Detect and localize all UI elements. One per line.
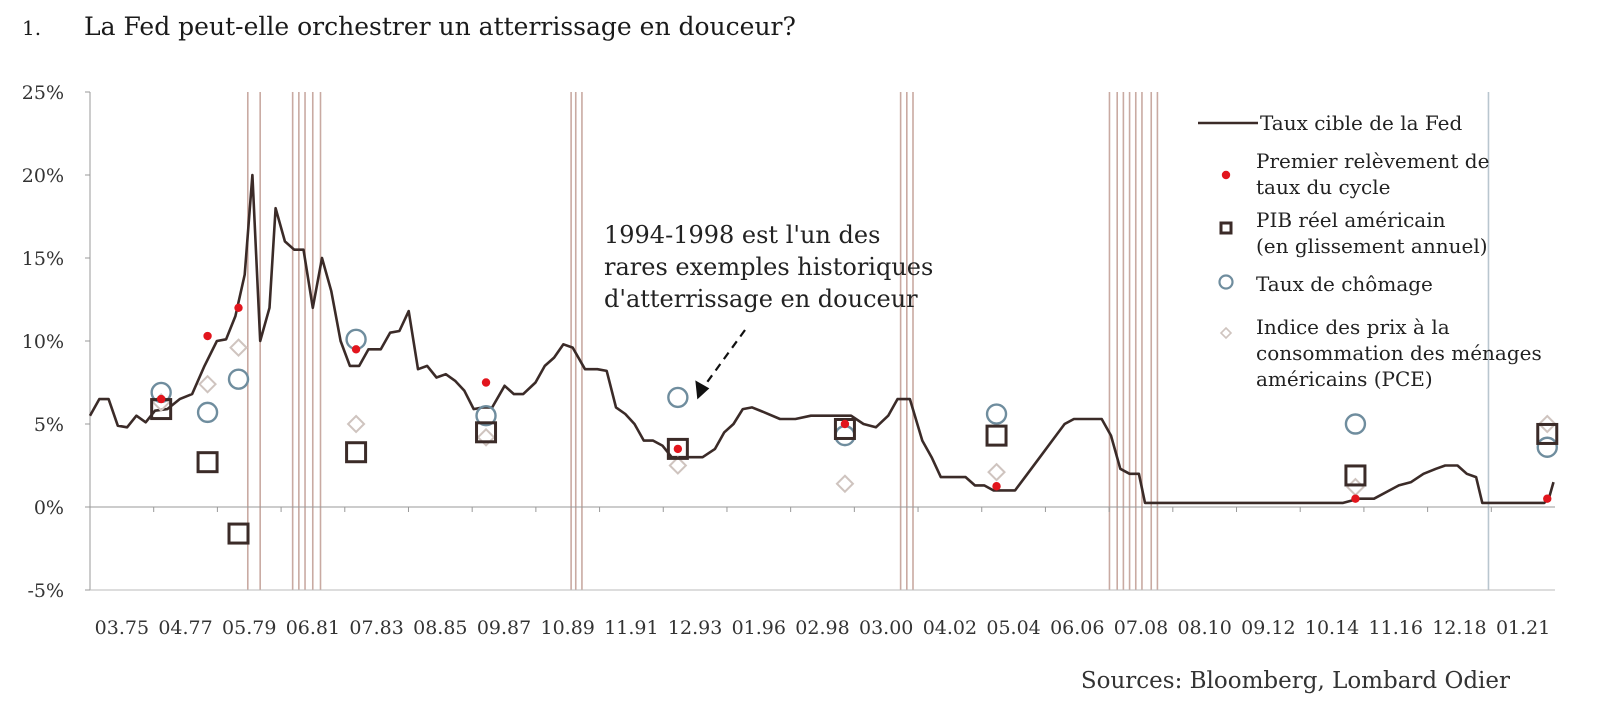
x-tick-label-19: 10.14 bbox=[1305, 617, 1359, 639]
y-tick-label-0: -5% bbox=[27, 580, 64, 602]
annotation-line-2: d'atterrissage en douceur bbox=[604, 285, 918, 313]
x-tick-label-1: 04.77 bbox=[158, 617, 212, 639]
legend-swatch-gdp bbox=[1219, 221, 1233, 235]
gdp-marker-3 bbox=[345, 441, 368, 464]
legend-label-gdp-1: (en glissement annuel) bbox=[1256, 234, 1488, 258]
gdp-marker-7 bbox=[985, 424, 1008, 447]
x-tick-label-14: 05.04 bbox=[986, 617, 1040, 639]
legend-label-unemp-0: Taux de chômage bbox=[1256, 272, 1433, 296]
x-tick-label-0: 03.75 bbox=[95, 617, 149, 639]
x-tick-label-22: 01.21 bbox=[1496, 617, 1550, 639]
legend-swatch-unemployment bbox=[1218, 274, 1234, 290]
x-tick-label-6: 09.87 bbox=[477, 617, 531, 639]
first-hike-marker-2 bbox=[234, 303, 243, 312]
gdp-marker-4 bbox=[475, 421, 498, 444]
unemployment-marker-9 bbox=[1536, 436, 1558, 458]
gdp-marker-1 bbox=[196, 451, 219, 474]
first-hike-marker-6 bbox=[840, 419, 850, 429]
annotation-line-1: rares exemples historiques bbox=[604, 253, 933, 281]
unemployment-marker-2 bbox=[227, 368, 250, 390]
gdp-marker-2 bbox=[227, 522, 250, 545]
first-hike-marker-5 bbox=[673, 444, 683, 454]
unemployment-marker-5 bbox=[667, 386, 689, 409]
x-tick-label-8: 11.91 bbox=[604, 617, 658, 639]
pce-marker-1 bbox=[198, 374, 217, 394]
y-tick-label-1: 0% bbox=[34, 497, 64, 519]
unemployment-marker-6 bbox=[834, 424, 856, 447]
x-tick-label-7: 10.89 bbox=[541, 617, 595, 639]
first-hike-marker-7 bbox=[992, 482, 1001, 491]
pce-marker-2 bbox=[229, 338, 248, 358]
x-tick-label-3: 06.81 bbox=[286, 617, 340, 639]
legend-label-hike-0: Premier relèvement de bbox=[1256, 149, 1489, 173]
x-tick-label-20: 11.16 bbox=[1369, 617, 1423, 639]
x-tick-label-10: 01.96 bbox=[732, 617, 786, 639]
chart-title: La Fed peut-elle orchestrer un atterriss… bbox=[84, 12, 796, 41]
gdp-marker-9 bbox=[1536, 422, 1559, 445]
legend-label-pce-0: Indice des prix à la bbox=[1256, 315, 1450, 339]
x-tick-label-13: 04.02 bbox=[923, 617, 977, 639]
unemployment-marker-1 bbox=[196, 401, 219, 424]
annotation-arrow-line bbox=[702, 329, 746, 389]
unemployment-marker-7 bbox=[985, 403, 1008, 425]
legend-swatch-pce bbox=[1219, 326, 1233, 340]
legend-label-pce-2: américains (PCE) bbox=[1256, 367, 1433, 391]
x-tick-label-16: 07.08 bbox=[1114, 617, 1168, 639]
pce-marker-6 bbox=[835, 474, 855, 494]
y-tick-label-5: 20% bbox=[22, 165, 64, 187]
legend-label-pce-1: consommation des ménages bbox=[1256, 341, 1542, 365]
gdp-marker-5 bbox=[666, 437, 689, 460]
pce-marker-4 bbox=[476, 427, 496, 447]
legend-label-gdp-0: PIB réel américain bbox=[1256, 208, 1446, 232]
pce-marker-9 bbox=[1537, 414, 1557, 434]
first-hike-marker-3 bbox=[351, 345, 361, 354]
chart-heading: 1. La Fed peut-elle orchestrer un atterri… bbox=[22, 12, 796, 41]
x-tick-label-17: 08.10 bbox=[1177, 617, 1231, 639]
x-tick-label-4: 07.83 bbox=[349, 617, 403, 639]
x-tick-label-9: 12.93 bbox=[668, 617, 722, 639]
legend-label-hike-1: taux du cycle bbox=[1256, 175, 1390, 199]
annotation-arrow-head bbox=[695, 380, 710, 400]
x-tick-label-11: 02.98 bbox=[795, 617, 849, 639]
x-tick-label-18: 09.12 bbox=[1241, 617, 1295, 639]
gdp-marker-6 bbox=[833, 417, 856, 440]
first-hike-marker-1 bbox=[203, 331, 212, 341]
pce-marker-7 bbox=[987, 462, 1006, 482]
pce-marker-5 bbox=[668, 456, 688, 475]
x-tick-label-15: 06.06 bbox=[1050, 617, 1104, 639]
gdp-marker-8 bbox=[1344, 464, 1367, 487]
pce-marker-3 bbox=[346, 414, 366, 434]
annotation-line-0: 1994-1998 est l'un des bbox=[604, 221, 880, 249]
y-tick-label-6: 25% bbox=[22, 82, 64, 104]
y-tick-label-2: 5% bbox=[34, 414, 64, 436]
x-tick-label-2: 05.79 bbox=[222, 617, 276, 639]
x-tick-label-12: 03.00 bbox=[859, 617, 913, 639]
unemployment-marker-8 bbox=[1344, 413, 1367, 435]
first-hike-marker-9 bbox=[1543, 494, 1552, 503]
pce-marker-8 bbox=[1346, 477, 1365, 497]
x-tick-label-21: 12.18 bbox=[1432, 617, 1486, 639]
x-tick-label-5: 08.85 bbox=[413, 617, 467, 639]
y-tick-label-3: 10% bbox=[22, 331, 64, 353]
first-hike-marker-0 bbox=[156, 394, 166, 404]
y-tick-label-4: 15% bbox=[22, 248, 64, 270]
legend-swatch-hike bbox=[1221, 170, 1231, 180]
source-note: Sources: Bloomberg, Lombard Odier bbox=[1080, 668, 1510, 694]
first-hike-marker-4 bbox=[481, 378, 491, 387]
first-hike-marker-8 bbox=[1351, 494, 1360, 503]
legend-label-fed-0: Taux cible de la Fed bbox=[1260, 111, 1463, 135]
unemployment-marker-4 bbox=[475, 405, 497, 427]
heading-number: 1. bbox=[22, 16, 42, 40]
